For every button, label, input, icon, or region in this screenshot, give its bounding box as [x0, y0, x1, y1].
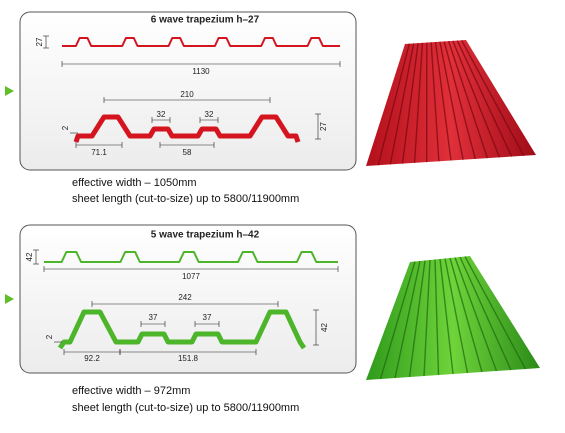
sheet-length: sheet length (cut-to-size) up to 5800/11… — [72, 193, 299, 205]
dimension-label: 1130 — [192, 67, 210, 76]
arrow-icon — [5, 294, 14, 304]
dimension-label: 2 — [61, 125, 70, 130]
dimension-label: 1077 — [182, 272, 200, 281]
dimension-label: 32 — [205, 110, 214, 119]
effective-width: effective width – 972mm — [72, 385, 190, 397]
arrow-icon — [5, 86, 14, 96]
dimension-label: 42 — [25, 252, 34, 261]
dimension-label: 27 — [319, 122, 328, 131]
effective-width: effective width – 1050mm — [72, 177, 197, 189]
dimension-label: 27 — [35, 37, 44, 46]
dimension-label: 92.2 — [84, 354, 100, 363]
dimension-label: 242 — [178, 293, 192, 302]
dimension-label: 37 — [203, 313, 212, 322]
sheet-length: sheet length (cut-to-size) up to 5800/11… — [72, 402, 299, 414]
panel-title: 5 wave trapezium h–42 — [151, 230, 260, 241]
dimension-label: 2 — [45, 334, 54, 339]
dimension-label: 58 — [183, 148, 192, 157]
dimension-label: 32 — [157, 110, 166, 119]
roof-sheet — [366, 256, 540, 380]
dimension-label: 151.8 — [178, 354, 199, 363]
dimension-label: 210 — [180, 90, 194, 99]
dimension-label: 37 — [149, 313, 158, 322]
dimension-label: 71.1 — [91, 148, 107, 157]
panel-title: 6 wave trapezium h–27 — [151, 15, 260, 26]
dimension-label: 42 — [320, 323, 329, 332]
roof-sheet — [366, 40, 536, 166]
